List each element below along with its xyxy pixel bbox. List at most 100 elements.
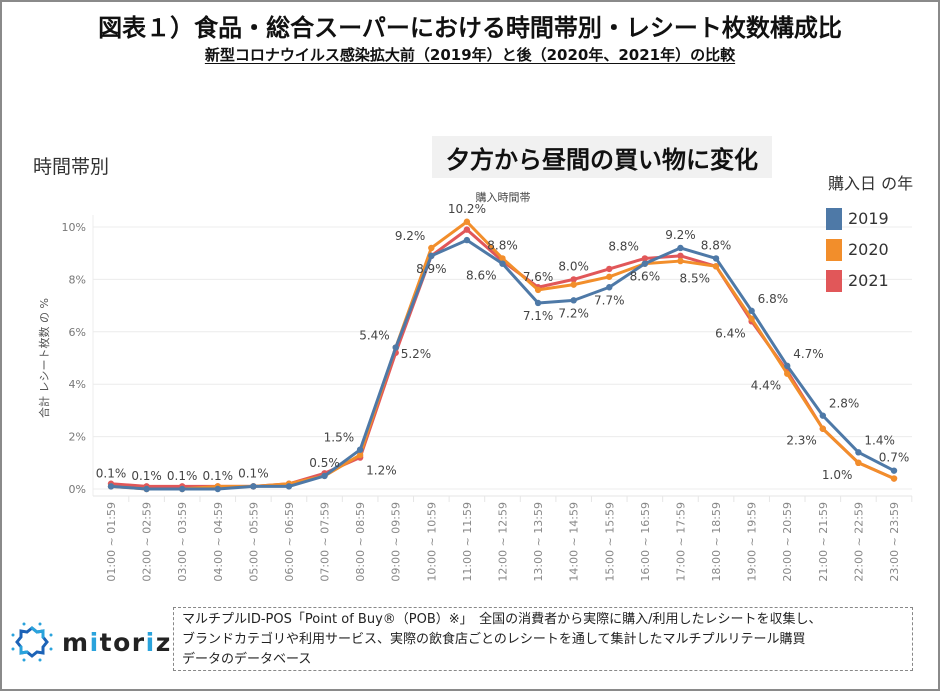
x-tick-label: 16:00 ~ 16:59 xyxy=(639,502,652,582)
point-2019-6 xyxy=(321,472,328,480)
x-tick-label: 08:00 ~ 08:59 xyxy=(354,502,367,582)
figure-title: 図表１）食品・総合スーパーにおける時間帯別・レシート枚数構成比 xyxy=(98,14,842,42)
legend-label-2019: 2019 xyxy=(848,209,889,228)
legend-swatch-2019 xyxy=(826,207,842,230)
note-line-2: ブランドカテゴリや利用サービス、実際の飲食店ごとのレシートを通して集計したマルチ… xyxy=(182,632,806,647)
point-2019-3 xyxy=(214,485,221,493)
data-label: 8.8% xyxy=(487,238,518,252)
x-tick-label: 21:00 ~ 21:59 xyxy=(817,502,830,582)
point-2019-5 xyxy=(285,483,293,490)
mitoriz-logo: mitoriz xyxy=(10,620,172,664)
figure-subtitle: 新型コロナウイルス感染拡大前（2019年）と後（2020年、2021年）の比較 xyxy=(0,44,940,65)
point-2019-17 xyxy=(712,255,720,262)
x-tick-label: 01:00 ~ 01:59 xyxy=(105,502,118,582)
point-2019-4 xyxy=(250,483,257,490)
legend-swatch-2020 xyxy=(826,238,842,261)
data-label: 8.6% xyxy=(630,270,661,284)
point-2020-20 xyxy=(819,425,827,432)
x-tick-label: 14:00 ~ 14:59 xyxy=(568,502,581,582)
y-tick-label: 8% xyxy=(69,273,86,286)
y-axis-label: 合計 レシート枚数 の % xyxy=(37,298,51,418)
data-label: 2.8% xyxy=(829,397,860,411)
data-label: 8.8% xyxy=(701,238,732,252)
x-tick-label: 10:00 ~ 10:59 xyxy=(425,502,438,582)
x-tick-label: 15:00 ~ 15:59 xyxy=(603,502,616,582)
point-2019-15 xyxy=(641,260,649,267)
data-label: 8.5% xyxy=(680,271,711,285)
point-2019-12 xyxy=(534,299,542,307)
point-2019-7 xyxy=(356,446,364,453)
data-label: 5.4% xyxy=(359,329,390,343)
data-label: 10.2% xyxy=(448,202,486,216)
x-tick-label: 02:00 ~ 02:59 xyxy=(141,502,154,582)
x-tick-label: 05:00 ~ 05:59 xyxy=(247,502,260,582)
data-label: 1.5% xyxy=(324,431,355,445)
point-2020-21 xyxy=(855,459,862,466)
point-2020-14 xyxy=(606,273,613,280)
data-label: 8.8% xyxy=(608,239,639,253)
x-tick-label: 12:00 ~ 12:59 xyxy=(497,502,510,582)
point-2020-12 xyxy=(534,286,542,294)
data-source-note: マルチプルID-POS「Point of Buy®（POB）※」 全国の消費者か… xyxy=(173,607,913,671)
x-tick-label: 07:00 ~ 07:59 xyxy=(319,502,332,582)
data-label: 8.6% xyxy=(466,269,497,283)
x-tick-label: 20:00 ~ 20:59 xyxy=(781,502,794,582)
data-label: 6.8% xyxy=(758,292,789,306)
callout-box: 夕方から昼間の買い物に変化 xyxy=(432,136,772,178)
point-2021-16 xyxy=(677,252,684,260)
data-labels: 0.1% 0.1% 0.1% 0.1% 0.1% 0.5% 1.5% 1.2% 5.4% 5.2%… xyxy=(96,202,910,483)
subtitle-text: 新型コロナウイルス感染拡大前（2019年）と後（2020年、2021年）の比較 xyxy=(204,46,736,64)
data-label: 8.9% xyxy=(416,262,447,276)
point-2020-7 xyxy=(356,451,364,459)
data-label: 7.2% xyxy=(558,306,589,320)
point-2019-11 xyxy=(499,260,506,267)
x-tick-label: 23:00 ~ 23:59 xyxy=(888,502,901,582)
data-label: 0.1% xyxy=(96,466,127,480)
x-tick-label: 19:00 ~ 19:59 xyxy=(746,502,759,582)
data-label: 7.1% xyxy=(523,309,554,323)
point-2019-9 xyxy=(428,252,435,260)
data-label: 7.6% xyxy=(523,270,554,284)
data-label: 0.1% xyxy=(203,469,234,483)
x-tick-label: 04:00 ~ 04:59 xyxy=(212,502,225,582)
series-lines xyxy=(107,218,898,493)
point-2020-13 xyxy=(570,281,577,288)
point-2021-15 xyxy=(641,255,649,262)
data-label: 0.7% xyxy=(879,451,910,465)
data-label: 0.1% xyxy=(131,469,162,483)
note-line-1: マルチプルID-POS「Point of Buy®（POB）※」 全国の消費者か… xyxy=(182,612,822,627)
legend: 購入日 の年 2019 2020 2021 xyxy=(826,170,913,296)
point-2020-17 xyxy=(712,263,720,270)
x-tick-label: 22:00 ~ 22:59 xyxy=(852,502,865,582)
x-tick-label: 18:00 ~ 18:59 xyxy=(710,502,723,582)
point-2019-19 xyxy=(784,362,791,370)
point-2020-11 xyxy=(499,255,506,262)
data-label: 9.2% xyxy=(395,229,426,243)
x-tick-label: 06:00 ~ 06:59 xyxy=(283,502,296,582)
point-2020-9 xyxy=(428,244,435,252)
point-2020-18 xyxy=(748,315,755,322)
data-label: 5.2% xyxy=(401,347,432,361)
legend-item-2019[interactable]: 2019 xyxy=(826,203,913,234)
point-2021-14 xyxy=(606,265,613,273)
point-2020-19 xyxy=(784,370,791,377)
data-label: 9.2% xyxy=(665,228,696,242)
line-chart: 0% 2% 4% 6% 8% 10% 01:00 ~ 01:59 02:00 ~ 02:59… xyxy=(37,190,913,582)
x-tick-labels: 01:00 ~ 01:59 02:00 ~ 02:59 03:00 ~ 03:59 0… xyxy=(105,496,913,582)
point-2019-21 xyxy=(855,449,862,456)
legend-item-2020[interactable]: 2020 xyxy=(826,234,913,265)
point-2019-13 xyxy=(570,297,577,304)
legend-title: 購入日 の年 xyxy=(828,174,914,193)
y-tick-label: 6% xyxy=(69,326,86,339)
legend-swatch-2021 xyxy=(826,269,842,292)
data-label: 7.7% xyxy=(594,293,625,307)
legend-item-2021[interactable]: 2021 xyxy=(826,265,913,296)
point-2021-13 xyxy=(570,276,577,283)
chart-title: 購入時間帯 xyxy=(476,190,531,204)
point-2020-16 xyxy=(677,257,684,265)
logo-wordmark: mitoriz xyxy=(62,627,172,657)
point-2020-10 xyxy=(463,218,471,225)
point-2019-16 xyxy=(677,244,684,252)
y-tick-label: 10% xyxy=(62,221,86,234)
x-tick-label: 17:00 ~ 17:59 xyxy=(674,502,687,582)
